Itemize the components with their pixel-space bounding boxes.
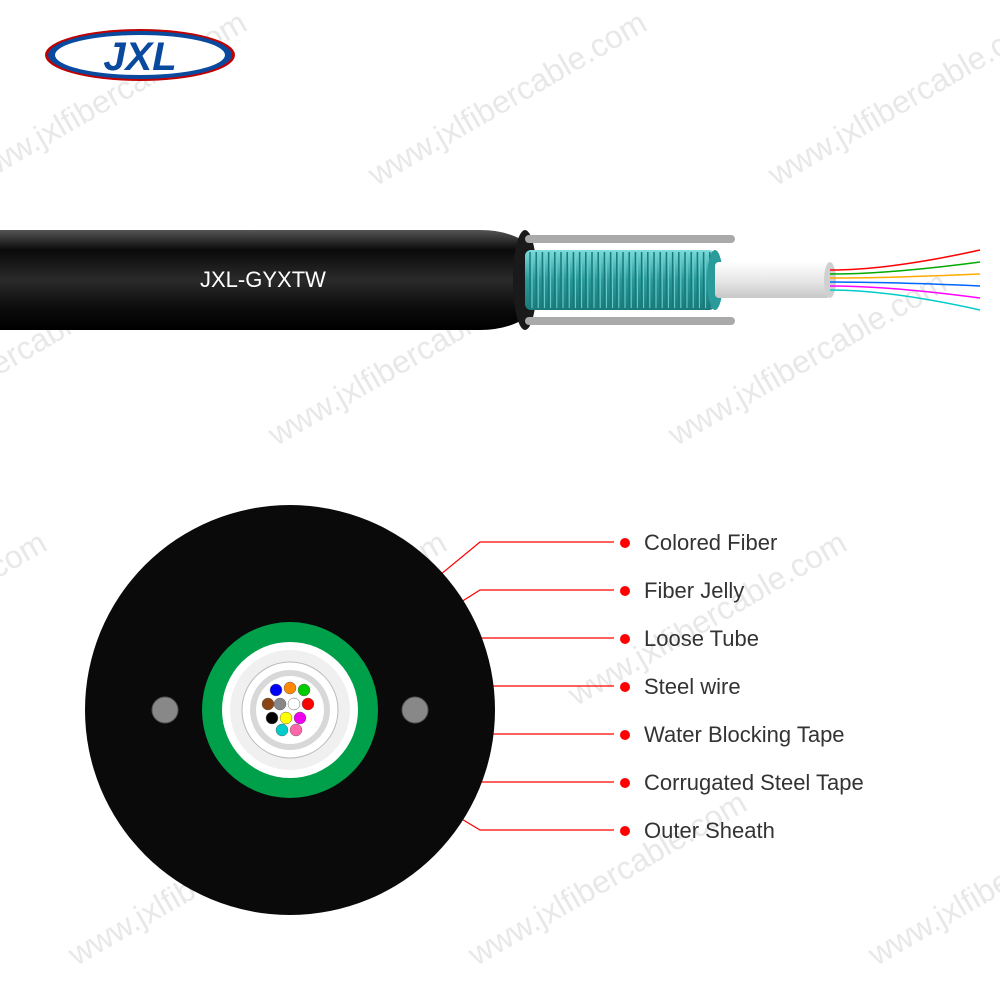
label-text: Corrugated Steel Tape (644, 770, 864, 796)
label-row: Fiber Jelly (620, 578, 864, 604)
label-text: Loose Tube (644, 626, 759, 652)
product-label: JXL-GYXTW (200, 267, 326, 292)
logo-text: JXL (103, 35, 176, 79)
label-row: Corrugated Steel Tape (620, 770, 864, 796)
label-row: Outer Sheath (620, 818, 864, 844)
label-row: Colored Fiber (620, 530, 864, 556)
brand-logo: JXL (40, 20, 240, 95)
label-dot-icon (620, 586, 630, 596)
label-text: Water Blocking Tape (644, 722, 845, 748)
label-text: Fiber Jelly (644, 578, 744, 604)
label-dot-icon (620, 682, 630, 692)
label-dot-icon (620, 634, 630, 644)
label-dot-icon (620, 730, 630, 740)
label-dot-icon (620, 778, 630, 788)
cable-cross-section (80, 500, 500, 925)
label-text: Colored Fiber (644, 530, 777, 556)
label-text: Steel wire (644, 674, 741, 700)
label-dot-icon (620, 826, 630, 836)
cross-section-labels: Colored Fiber Fiber Jelly Loose Tube Steel … (620, 530, 864, 866)
label-row: Water Blocking Tape (620, 722, 864, 748)
label-row: Loose Tube (620, 626, 864, 652)
label-dot-icon (620, 538, 630, 548)
cable-side-view: JXL-GYXTW (0, 210, 1000, 350)
label-row: Steel wire (620, 674, 864, 700)
label-text: Outer Sheath (644, 818, 775, 844)
